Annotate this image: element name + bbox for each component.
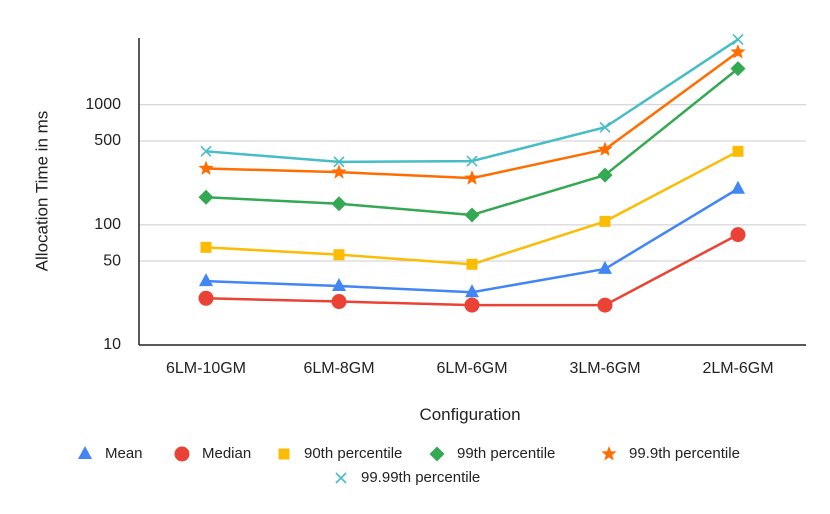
legend-item: Mean xyxy=(78,445,143,462)
legend-marker xyxy=(429,446,445,462)
data-point xyxy=(331,294,347,310)
y-tick-labels: 10 50 100 500 1000 xyxy=(85,96,121,353)
series-99-99th-percentile xyxy=(200,33,744,168)
data-point xyxy=(598,260,612,274)
data-point xyxy=(597,297,613,313)
data-point xyxy=(731,180,745,194)
y-tick-label: 50 xyxy=(103,252,121,269)
y-tick-label: 1000 xyxy=(85,96,121,113)
series-group xyxy=(198,33,746,313)
series-90th-percentile xyxy=(200,145,744,270)
legend-label: 90th percentile xyxy=(304,445,402,462)
data-point xyxy=(732,33,744,46)
x-tick-label: 2LM-6GM xyxy=(702,360,773,377)
legend-marker xyxy=(78,446,92,459)
data-point xyxy=(200,241,212,253)
legend-marker xyxy=(174,446,190,462)
legend-label: 99th percentile xyxy=(457,445,555,462)
legend-item: 99th percentile xyxy=(429,445,555,462)
legend-marker xyxy=(601,446,617,461)
data-point xyxy=(466,258,478,270)
x-tick-label: 6LM-6GM xyxy=(436,360,507,377)
data-point xyxy=(464,170,480,185)
data-point xyxy=(464,207,480,223)
data-point xyxy=(198,189,214,205)
data-point xyxy=(732,145,744,157)
data-point xyxy=(599,121,611,133)
legend-label: 99.99th percentile xyxy=(361,469,480,486)
y-tick-label: 10 xyxy=(103,336,121,353)
data-point xyxy=(730,227,746,243)
data-point xyxy=(730,44,746,59)
data-point xyxy=(331,164,347,179)
series-line xyxy=(205,51,739,180)
series-99-9th-percentile xyxy=(198,44,746,185)
data-point xyxy=(332,277,346,291)
y-axis-label: Allocation Time in ms xyxy=(32,111,51,272)
data-point xyxy=(597,167,613,183)
data-point xyxy=(464,297,480,313)
y-tick-label: 100 xyxy=(94,216,121,233)
x-tick-label: 6LM-8GM xyxy=(303,360,374,377)
series-median xyxy=(198,227,746,313)
data-point xyxy=(730,61,746,77)
data-point xyxy=(597,141,613,156)
series-mean xyxy=(199,180,745,298)
x-tick-label: 6LM-10GM xyxy=(166,360,246,377)
legend-item: 99.99th percentile xyxy=(335,469,480,486)
legend-label: Mean xyxy=(105,445,143,462)
legend-item: 90th percentile xyxy=(278,445,402,462)
x-tick-label: 3LM-6GM xyxy=(569,360,640,377)
data-point xyxy=(599,215,611,227)
data-point xyxy=(333,249,345,261)
data-point xyxy=(465,284,479,298)
legend-label: 99.9th percentile xyxy=(629,445,740,462)
legend-marker xyxy=(278,448,290,460)
data-point xyxy=(466,155,478,167)
legend-marker xyxy=(335,472,347,484)
y-tick-label: 500 xyxy=(94,132,121,149)
x-axis-label: Configuration xyxy=(419,405,520,424)
grid-lines xyxy=(139,104,806,262)
data-point xyxy=(200,145,212,157)
series-line xyxy=(205,38,739,164)
data-point xyxy=(198,290,214,306)
legend-label: Median xyxy=(202,445,251,462)
x-tick-labels: 6LM-10GM 6LM-8GM 6LM-6GM 3LM-6GM 2LM-6GM xyxy=(166,360,774,377)
data-point xyxy=(198,160,214,175)
legend: Mean Median 90th percentile 99th percentile… xyxy=(78,445,740,486)
legend-item: Median xyxy=(174,445,251,462)
legend-item: 99.9th percentile xyxy=(601,445,740,462)
data-point xyxy=(333,156,345,168)
data-point xyxy=(331,196,347,212)
data-point xyxy=(199,273,213,287)
series-99th-percentile xyxy=(198,61,746,223)
